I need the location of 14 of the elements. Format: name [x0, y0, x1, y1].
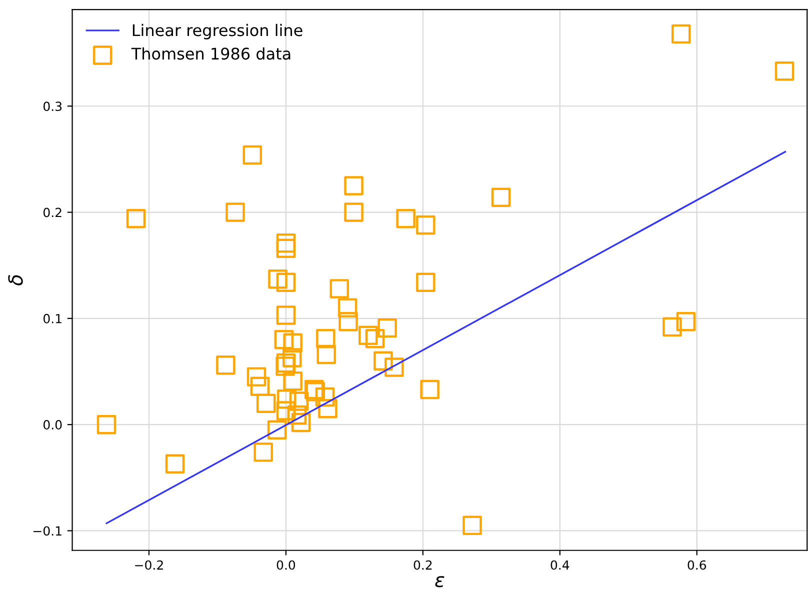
x-tick-label: −0.2 [135, 560, 163, 570]
x-tick-label: 0.6 [688, 560, 706, 570]
x-axis-title: ε [435, 576, 444, 588]
y-tick-label: 0.1 [43, 314, 62, 324]
x-tick-label: 0.0 [276, 560, 296, 570]
y-axis-title: δ [8, 275, 23, 286]
y-tick-label: 0.2 [43, 208, 62, 218]
x-tick-label: 0.4 [550, 560, 570, 570]
y-tick-label: 0.3 [43, 102, 62, 112]
y-tick-label: −0.1 [34, 526, 62, 536]
y-tick-label: 0.0 [43, 420, 62, 430]
legend-label: Linear regression line [132, 24, 302, 40]
x-tick-label: 0.2 [414, 560, 432, 570]
legend-label: Thomsen 1986 data [131, 47, 290, 60]
